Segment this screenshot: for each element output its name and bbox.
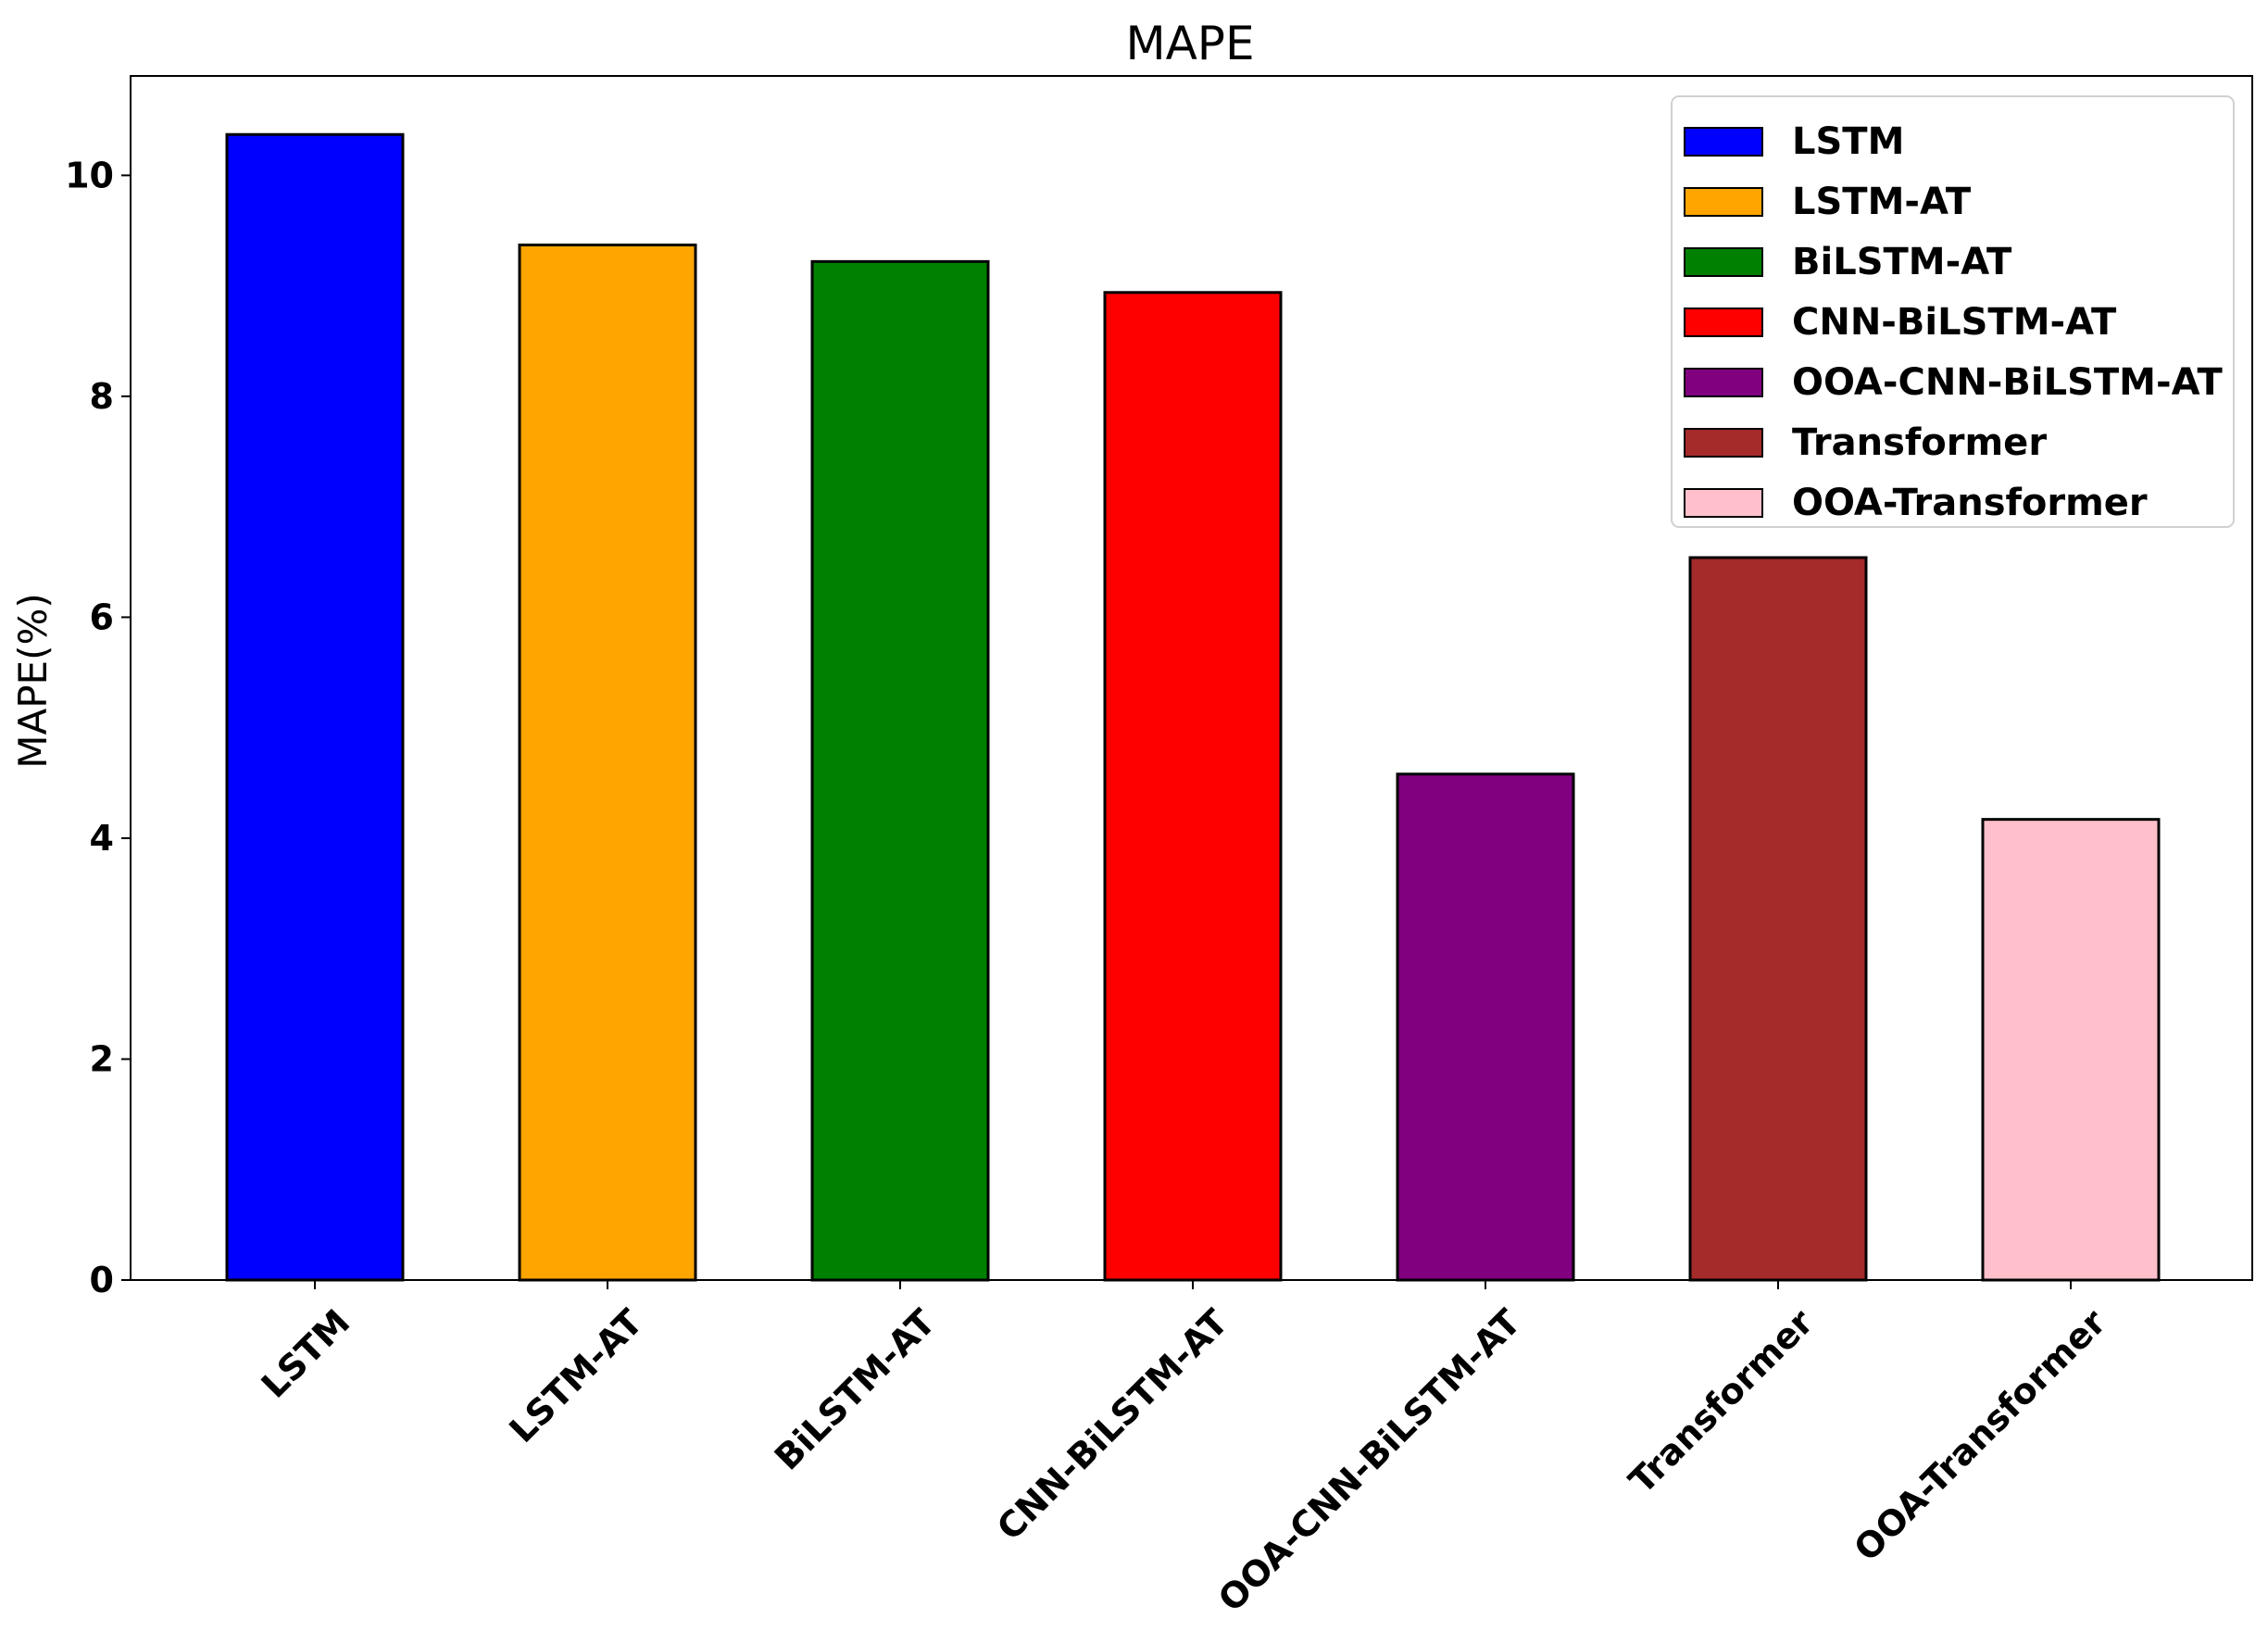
y-ticks: 0 2 4 6 8 10 bbox=[65, 155, 131, 1300]
x-tick-label: OOA-CNN-BiLSTM-AT bbox=[1210, 1301, 1528, 1619]
legend-entry: CNN-BiLSTM-AT bbox=[1792, 301, 2117, 344]
legend-swatch bbox=[1684, 187, 1763, 217]
chart-title: MAPE bbox=[1125, 17, 1254, 70]
legend-entry: OOA-CNN-BiLSTM-AT bbox=[1792, 361, 2223, 404]
x-tick-label: LSTM-AT bbox=[502, 1301, 651, 1450]
x-tick-label: OOA-Transformer bbox=[1847, 1301, 2114, 1569]
legend-swatch bbox=[1684, 247, 1763, 277]
legend-swatch bbox=[1684, 308, 1763, 337]
y-tick-label: 6 bbox=[90, 596, 114, 637]
legend-swatch bbox=[1684, 428, 1763, 458]
legend-entry: LSTM bbox=[1792, 120, 1904, 163]
y-tick-label: 2 bbox=[90, 1038, 114, 1079]
bar-bilstm-at bbox=[810, 259, 990, 1282]
x-tick-label: CNN-BiLSTM-AT bbox=[989, 1301, 1235, 1548]
legend-box bbox=[1671, 95, 2235, 528]
y-axis-label: MAPE(%) bbox=[10, 593, 56, 769]
legend-entry: LSTM-AT bbox=[1792, 181, 1972, 223]
legend-swatch bbox=[1684, 488, 1763, 518]
bar-lstm bbox=[225, 132, 405, 1282]
legend-swatch bbox=[1684, 368, 1763, 397]
bars-group bbox=[225, 132, 2161, 1282]
x-tick-label: Transformer bbox=[1621, 1301, 1821, 1501]
plot-frame bbox=[130, 75, 2253, 1281]
x-tick-label: BiLSTM-AT bbox=[767, 1301, 944, 1478]
bar-ooa-cnn-bilstm-at bbox=[1396, 772, 1575, 1282]
bar-ooa-transformer bbox=[1981, 818, 2161, 1282]
y-tick-label: 0 bbox=[90, 1260, 114, 1300]
y-tick-label: 4 bbox=[90, 818, 114, 859]
bar-cnn-bilstm-at bbox=[1103, 291, 1283, 1282]
bar-transformer bbox=[1688, 556, 1868, 1282]
x-ticks: LSTM LSTM-AT BiLSTM-AT CNN-BiLSTM-ATOOA-CNN… bbox=[254, 1280, 2114, 1620]
y-tick-label: 10 bbox=[65, 155, 114, 195]
legend-entry: Transformer bbox=[1792, 421, 2047, 464]
y-tick-label: 8 bbox=[90, 376, 114, 417]
legend: LSTM LSTM-AT BiLSTM-AT CNN-BiLSTM-AT OOA-CNN… bbox=[1671, 95, 2235, 528]
legend-entry: BiLSTM-AT bbox=[1792, 241, 2012, 283]
legend-swatch bbox=[1684, 127, 1763, 157]
legend-entry: OOA-Transformer bbox=[1792, 482, 2148, 524]
x-tick-label: LSTM bbox=[254, 1301, 358, 1406]
bar-lstm-at bbox=[518, 243, 697, 1282]
